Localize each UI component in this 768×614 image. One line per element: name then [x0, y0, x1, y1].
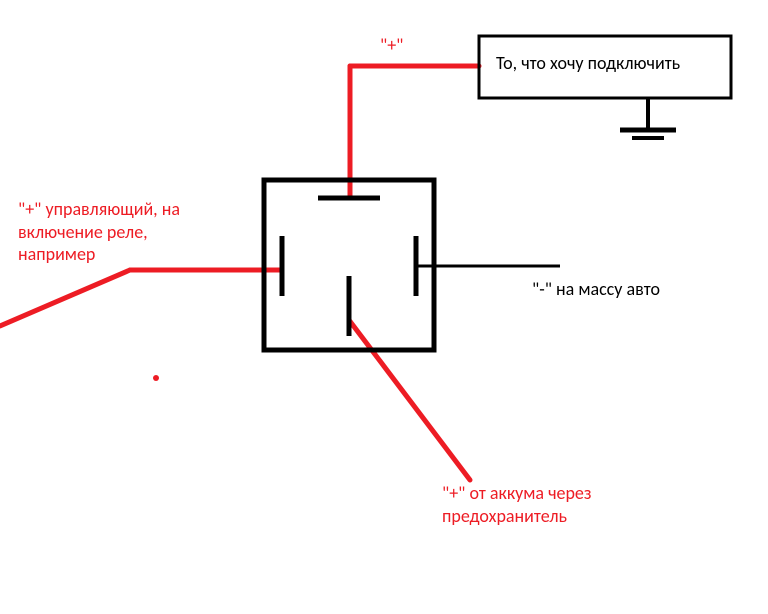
label-supply: "+" от аккума через предохранитель [442, 482, 592, 527]
diagram-canvas [0, 0, 768, 614]
label-ground: "-" на массу авто [532, 278, 660, 301]
label-plus-top: "+" [380, 34, 403, 57]
label-device: То, что хочу подключить [496, 52, 680, 75]
label-control: "+" управляющий, на включение реле, напр… [18, 198, 180, 266]
